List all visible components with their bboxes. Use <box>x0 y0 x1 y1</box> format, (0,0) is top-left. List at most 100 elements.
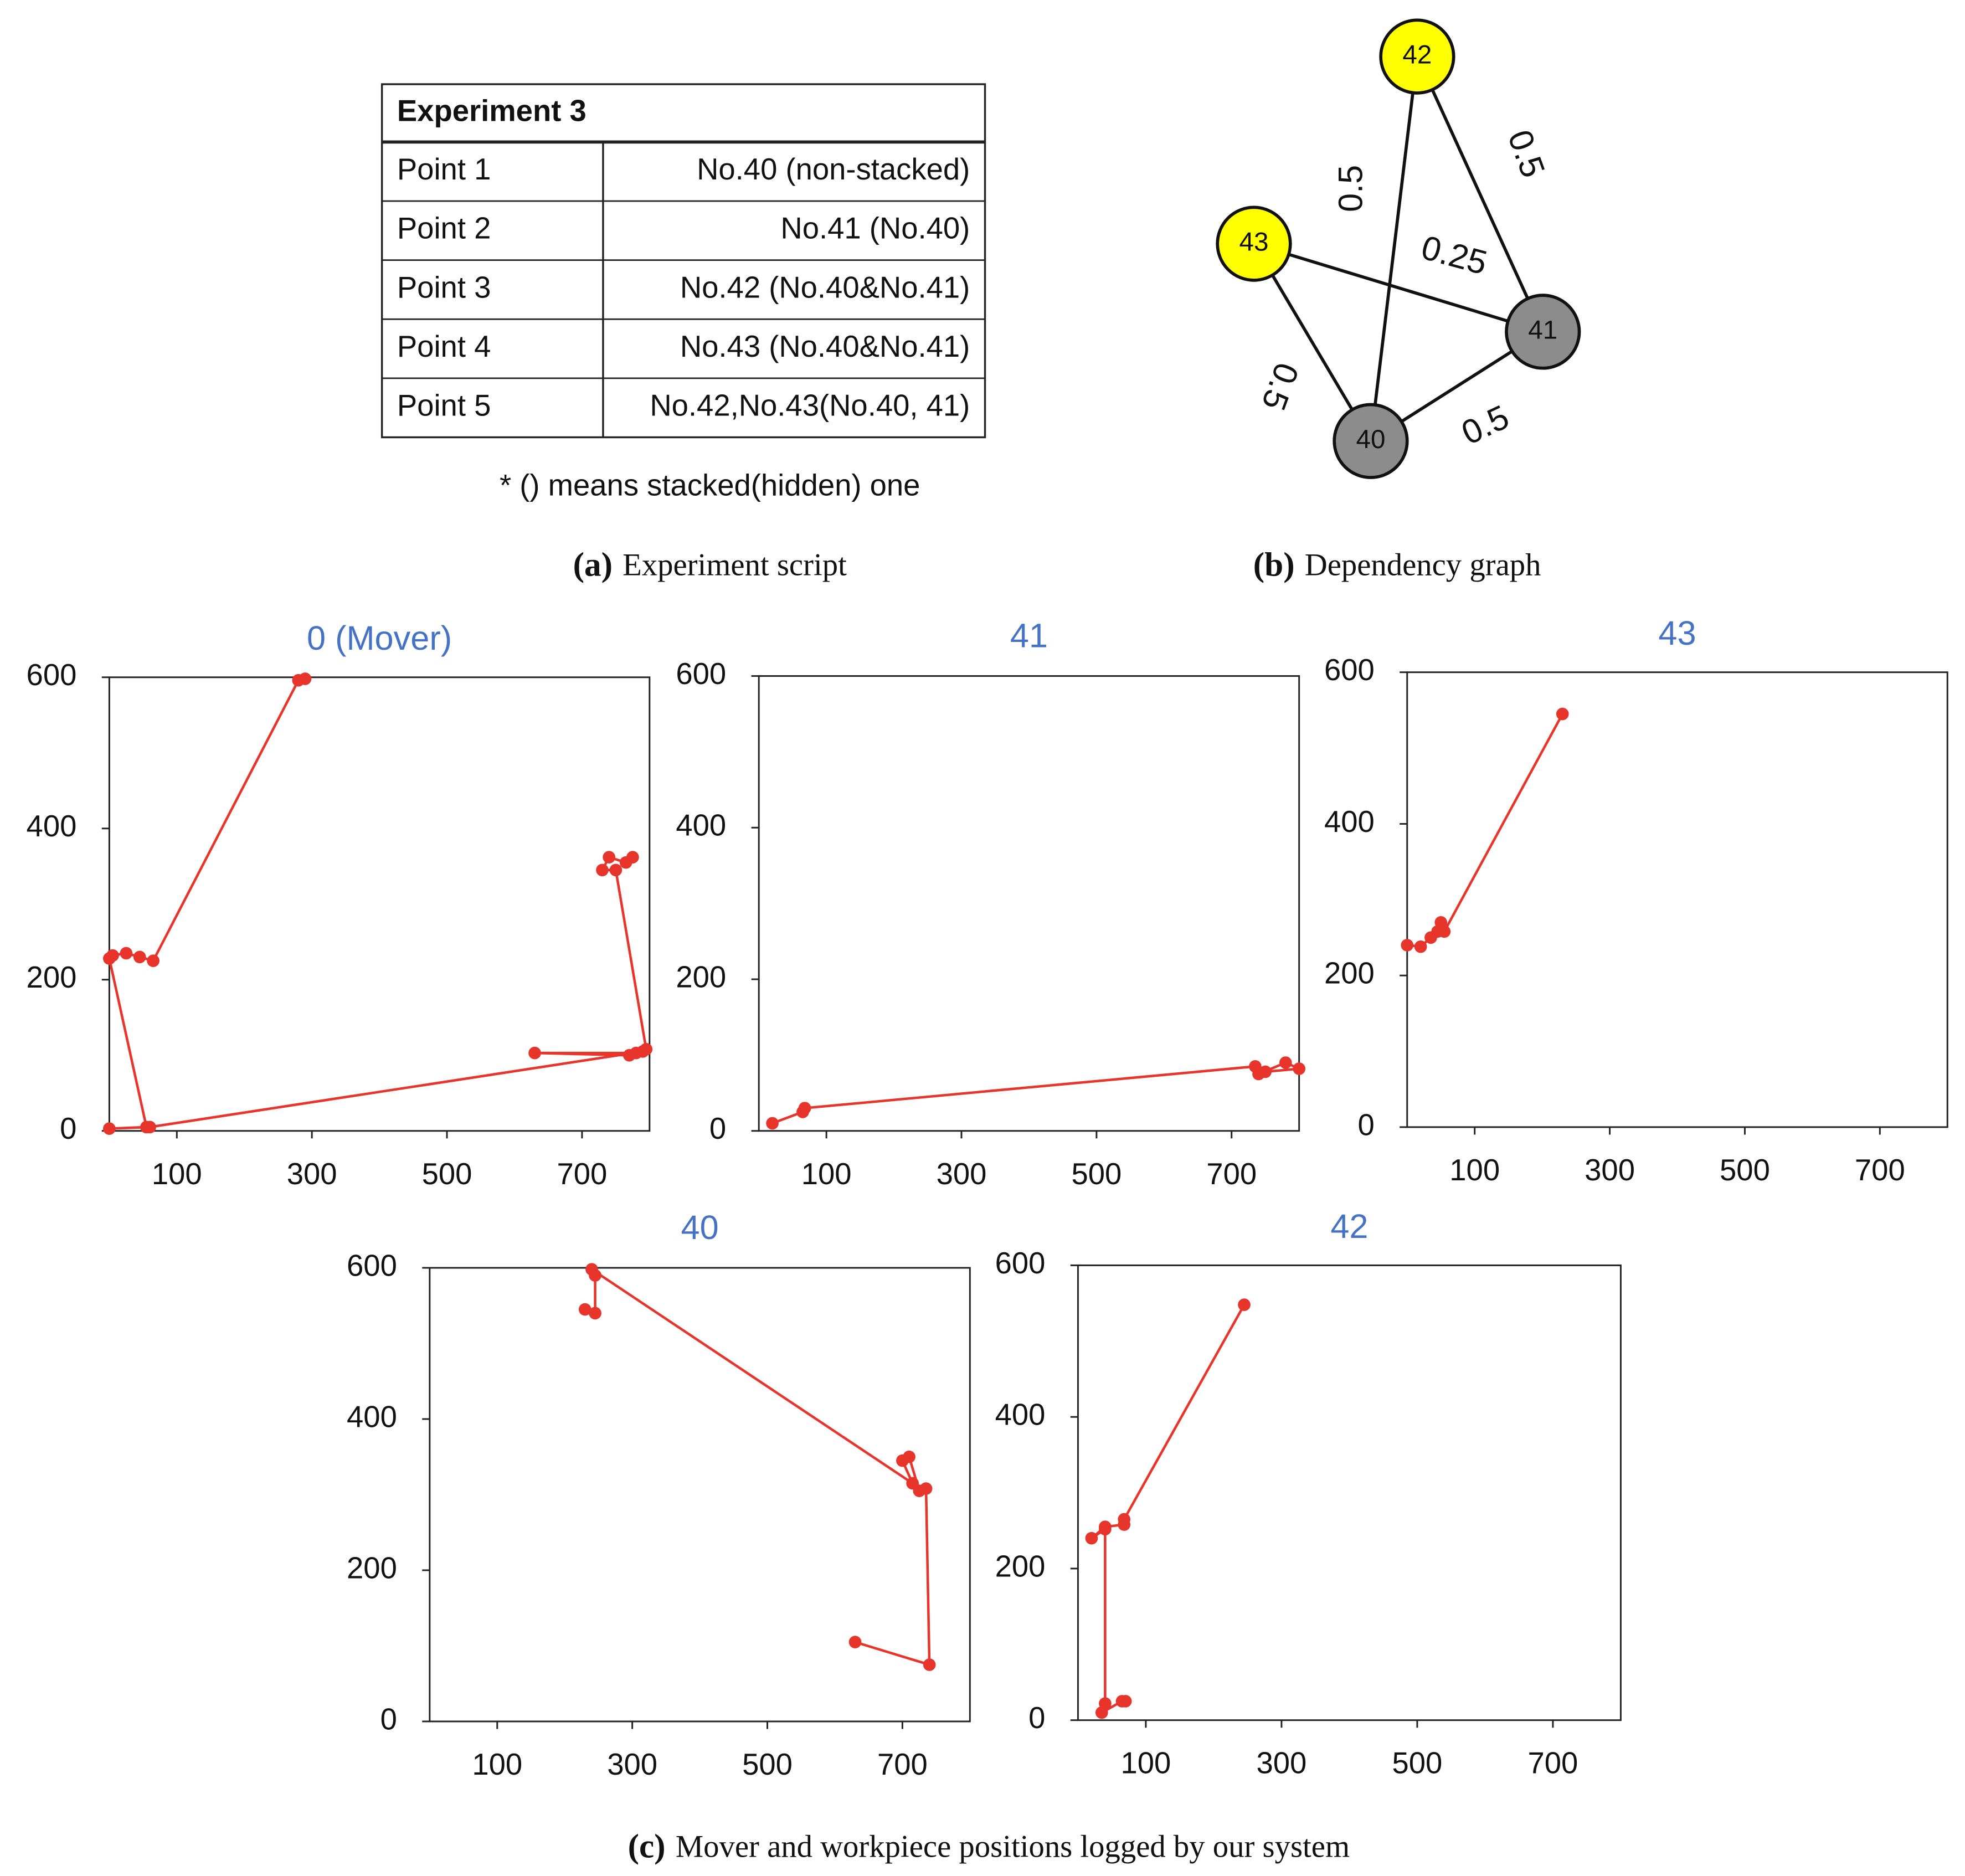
plot-frame <box>1077 1264 1622 1721</box>
x-tick-label: 700 <box>1528 1746 1578 1780</box>
y-tick-label: 0 <box>380 1702 397 1736</box>
y-tick-label: 200 <box>995 1549 1046 1583</box>
data-point <box>103 1122 116 1135</box>
plot-frame <box>1406 671 1948 1128</box>
data-point <box>589 1307 601 1320</box>
data-point <box>1438 925 1451 938</box>
x-tick-label: 500 <box>1720 1153 1770 1187</box>
data-point <box>1095 1706 1108 1719</box>
caption-label: (b) <box>1253 546 1295 583</box>
chart: 42 0 200 400 600 100 300 500 700 <box>995 1207 1622 1780</box>
y-tick-label: 600 <box>347 1248 397 1282</box>
data-point <box>848 1636 862 1648</box>
node-label: 43 <box>1239 228 1269 257</box>
y-tick-label: 600 <box>676 657 726 691</box>
data-point <box>1293 1062 1306 1075</box>
x-tick-label: 700 <box>557 1157 607 1191</box>
data-point <box>903 1450 915 1463</box>
x-tick-label: 700 <box>1855 1153 1905 1187</box>
caption-text: Experiment script <box>623 547 847 582</box>
y-tick-label: 200 <box>1324 957 1375 990</box>
data-point <box>1414 940 1427 953</box>
node-label: 42 <box>1402 40 1432 70</box>
caption: (a) Experiment script <box>573 546 847 583</box>
y-tick-label: 0 <box>60 1112 76 1145</box>
caption-label: (c) <box>628 1827 666 1865</box>
chart: 0 (Mover) 0 200 400 600 100 300 500 700 <box>27 619 653 1191</box>
plot-frame <box>758 675 1300 1132</box>
data-point <box>1252 1067 1265 1081</box>
table-title: Experiment 3 <box>397 94 587 128</box>
graph-node <box>1333 403 1409 479</box>
x-tick-label: 100 <box>472 1747 522 1781</box>
data-point <box>292 674 305 687</box>
table-note: * () means stacked(hidden) one <box>500 469 920 502</box>
y-tick-label: 600 <box>1324 653 1375 687</box>
table-cell: No.42 (No.40&No.41) <box>680 270 970 304</box>
y-tick-label: 600 <box>995 1246 1046 1280</box>
table-cell: No.42,No.43(No.40, 41) <box>650 389 970 423</box>
y-tick-label: 400 <box>676 809 726 842</box>
x-tick-label: 100 <box>152 1157 202 1191</box>
table-cell: No.41 (No.40) <box>780 212 970 245</box>
node-label: 41 <box>1528 316 1557 345</box>
data-point <box>528 1046 541 1060</box>
y-tick-label: 600 <box>27 658 77 692</box>
x-tick-label: 700 <box>877 1747 928 1781</box>
data-point <box>120 947 133 960</box>
chart: 41 0 200 400 600 100 300 500 700 <box>676 617 1306 1191</box>
data-point <box>1401 939 1414 952</box>
data-point <box>1118 1518 1131 1531</box>
x-tick-label: 300 <box>937 1157 987 1191</box>
data-point <box>923 1658 936 1671</box>
data-point <box>143 1121 156 1134</box>
chart-title: 0 (Mover) <box>307 619 452 657</box>
data-point <box>626 851 639 864</box>
table-cell: Point 3 <box>397 270 491 304</box>
caption: (c) Mover and workpiece positions logged … <box>628 1827 1350 1865</box>
graph-node <box>1216 205 1292 282</box>
data-point <box>766 1117 779 1130</box>
x-tick-label: 500 <box>742 1747 793 1781</box>
x-tick-label: 500 <box>1392 1746 1443 1780</box>
graph-node <box>1505 294 1581 370</box>
x-tick-label: 300 <box>1585 1153 1635 1187</box>
data-point <box>103 952 116 965</box>
table-cell: Point 4 <box>397 330 491 363</box>
caption-text: Mover and workpiece positions logged by … <box>676 1829 1350 1864</box>
data-point <box>640 1042 653 1056</box>
y-tick-label: 0 <box>1358 1108 1375 1142</box>
caption: (b) Dependency graph <box>1253 546 1541 583</box>
table-cell: Point 5 <box>397 389 491 423</box>
chart-title: 40 <box>681 1209 719 1246</box>
data-point <box>1119 1695 1132 1708</box>
x-tick-label: 100 <box>1120 1746 1171 1780</box>
x-tick-label: 300 <box>287 1157 337 1191</box>
table-cell: Point 1 <box>397 152 491 186</box>
x-tick-label: 100 <box>801 1157 852 1191</box>
data-point <box>147 954 160 967</box>
graph-node <box>1379 18 1455 95</box>
chart-title: 42 <box>1330 1207 1368 1245</box>
data-point <box>919 1482 933 1495</box>
y-tick-label: 0 <box>1028 1701 1045 1735</box>
x-tick-label: 300 <box>607 1747 657 1781</box>
chart-title: 43 <box>1658 614 1696 652</box>
table-cell: No.40 (non-stacked) <box>697 152 970 186</box>
caption-label: (a) <box>573 546 613 583</box>
data-point <box>578 1303 591 1316</box>
table-cell: No.43 (No.40&No.41) <box>680 330 970 363</box>
y-tick-label: 200 <box>347 1551 397 1585</box>
y-tick-label: 400 <box>347 1400 397 1433</box>
y-tick-label: 200 <box>676 960 726 994</box>
table-cell: Point 2 <box>397 212 491 245</box>
data-point <box>603 851 616 864</box>
plot-frame <box>108 676 651 1132</box>
data-point <box>798 1102 811 1115</box>
graph-edge <box>1253 242 1544 333</box>
data-point <box>1556 707 1569 721</box>
graph-edge <box>1369 56 1419 441</box>
data-point <box>596 864 609 877</box>
